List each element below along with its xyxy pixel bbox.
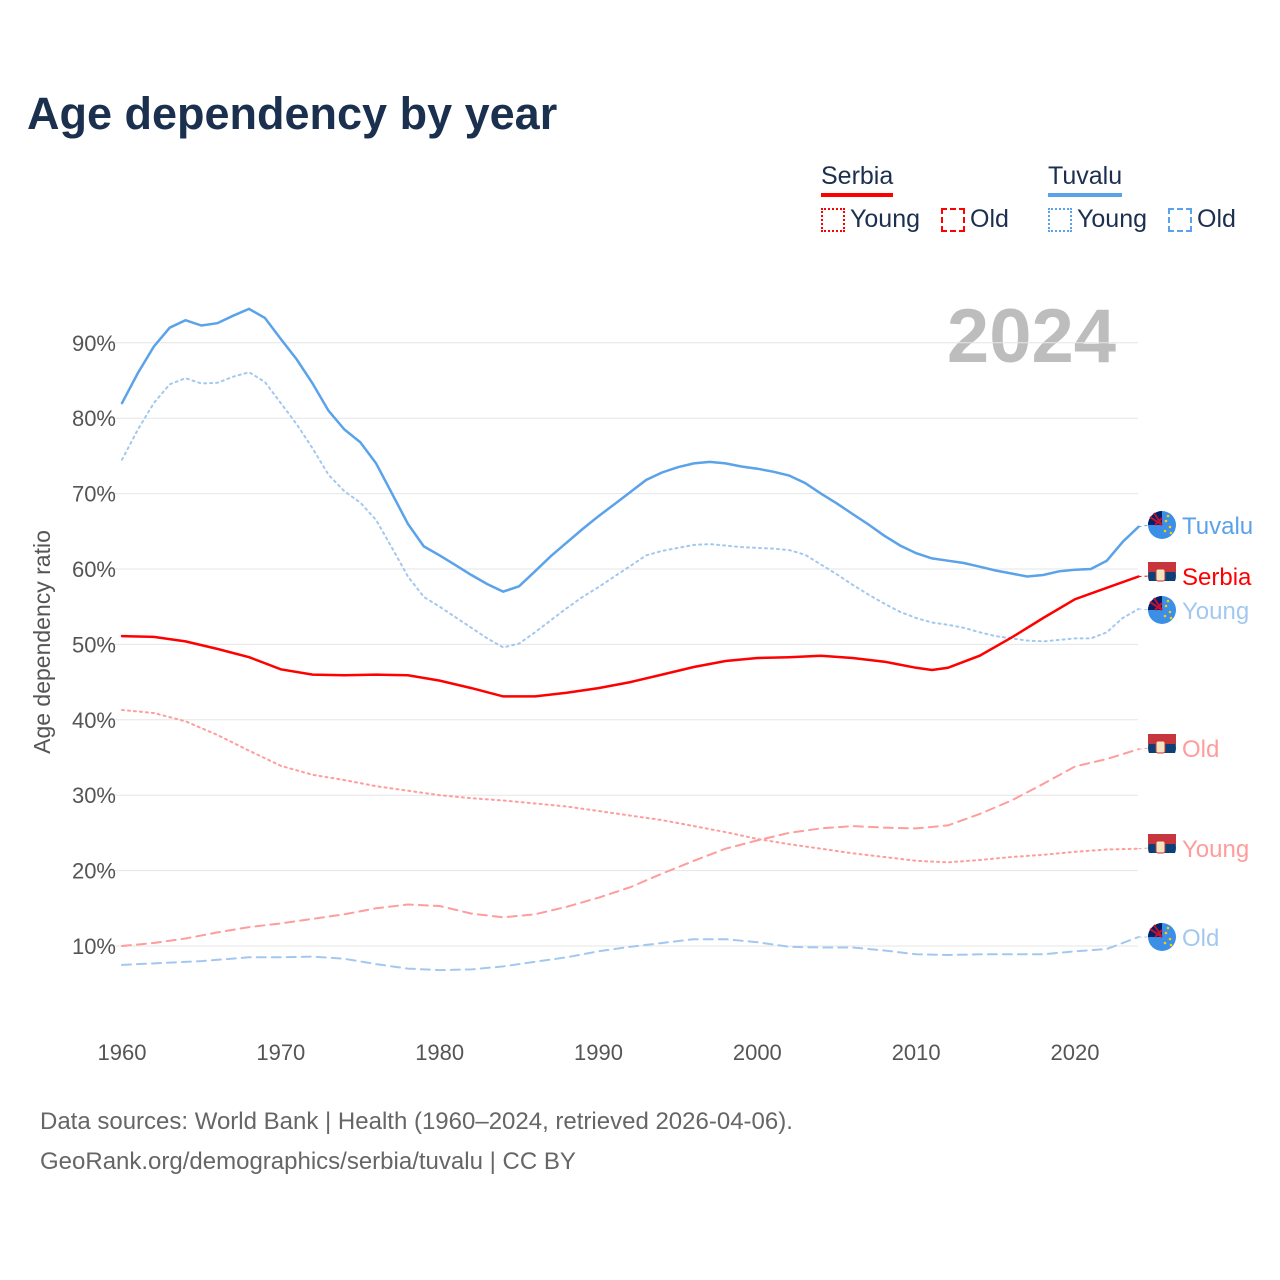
flag-star: [1166, 514, 1170, 518]
flag-star: [1166, 599, 1170, 603]
x-tick-label: 1970: [256, 1040, 305, 1065]
flag-star: [1164, 604, 1168, 608]
x-tick-label: 2020: [1051, 1040, 1100, 1065]
end-label: Tuvalu: [1182, 513, 1253, 540]
end-label: Old: [1182, 925, 1219, 952]
flag-star: [1163, 614, 1167, 618]
flag-red: [1148, 834, 1176, 844]
legend-serbia[interactable]: Serbia: [821, 162, 894, 197]
tuvalu-flag-icon: [1148, 923, 1176, 951]
y-tick-label: 30%: [72, 783, 116, 808]
flag-white: [1148, 581, 1176, 590]
y-tick-label: 10%: [72, 934, 116, 959]
flag-red: [1148, 562, 1176, 572]
legend-label: Young: [1077, 205, 1147, 233]
end-label: Young: [1182, 598, 1249, 625]
flag-star: [1168, 937, 1172, 941]
series-line-serbia-old: [121, 748, 1140, 947]
legend-serbia-old[interactable]: Old: [941, 205, 1009, 234]
series-line-serbia: [120, 575, 1140, 698]
label-leader: [1138, 608, 1151, 611]
serbia-flag-icon: [1148, 562, 1176, 590]
y-tick-label: 80%: [72, 406, 116, 431]
series-line-tuvalu-young: [121, 371, 1140, 649]
year-label: 2024: [947, 294, 1116, 379]
x-tick-label: 1980: [415, 1040, 464, 1065]
flag-star: [1166, 926, 1170, 930]
legend-serbia-young[interactable]: Young: [821, 205, 920, 234]
flag-white: [1148, 753, 1176, 762]
flag-white: [1148, 853, 1176, 862]
end-label: Serbia: [1182, 564, 1252, 591]
flag-star: [1163, 941, 1167, 945]
label-leader: [1138, 847, 1151, 850]
legend-tuvalu[interactable]: Tuvalu: [1048, 162, 1123, 197]
flag-star: [1169, 943, 1173, 947]
dotted-swatch-icon: [1048, 207, 1072, 232]
flag-cross: [1149, 924, 1163, 938]
label-leader: [1138, 524, 1151, 528]
x-tick-label: 1960: [98, 1040, 147, 1065]
footer-link[interactable]: GeoRank.org/demographics/serbia/tuvalu |…: [40, 1148, 576, 1175]
flag-cross: [1149, 512, 1163, 526]
flag-star: [1163, 529, 1167, 533]
series-line-tuvalu-old: [121, 936, 1140, 972]
y-tick-label: 50%: [72, 632, 116, 657]
y-tick-label: 70%: [72, 482, 116, 507]
legend-label: Young: [850, 205, 920, 233]
series-line-serbia-young: [121, 709, 1140, 864]
x-tick-label: 2000: [733, 1040, 782, 1065]
end-label: Old: [1182, 736, 1219, 763]
end-label: Young: [1182, 836, 1249, 863]
dashed-swatch-icon: [941, 207, 965, 232]
y-tick-label: 20%: [72, 859, 116, 884]
flag-star: [1164, 931, 1168, 935]
legend-tuvalu-young[interactable]: Young: [1048, 205, 1147, 234]
legend-label: Old: [970, 205, 1009, 233]
label-leader: [1138, 575, 1151, 578]
x-tick-label: 1990: [574, 1040, 623, 1065]
flag-star: [1169, 531, 1173, 535]
label-leader: [1138, 747, 1151, 750]
y-tick-label: 60%: [72, 557, 116, 582]
y-axis-label: Age dependency ratio: [29, 530, 55, 754]
tuvalu-flag-icon: [1148, 596, 1176, 624]
flag-star: [1164, 519, 1168, 523]
series-line-tuvalu: [120, 307, 1140, 593]
legend-tuvalu-old[interactable]: Old: [1168, 205, 1236, 234]
flag-star: [1168, 525, 1172, 529]
y-tick-label: 40%: [72, 708, 116, 733]
flag-emblem: [1155, 568, 1166, 582]
flag-emblem: [1155, 840, 1166, 854]
flag-star: [1169, 616, 1173, 620]
footer-sources: Data sources: World Bank | Health (1960–…: [40, 1108, 793, 1135]
serbia-flag-icon: [1148, 834, 1176, 862]
flag-emblem: [1155, 740, 1166, 754]
flag-red: [1148, 734, 1176, 744]
serbia-flag-icon: [1148, 734, 1176, 762]
tuvalu-flag-icon: [1148, 511, 1176, 539]
chart-title: Age dependency by year: [27, 88, 558, 139]
y-tick-label: 90%: [72, 331, 116, 356]
flag-cross: [1149, 597, 1163, 611]
flag-star: [1168, 610, 1172, 614]
x-tick-label: 2010: [892, 1040, 941, 1065]
dashed-swatch-icon: [1168, 207, 1192, 232]
legend-label: Old: [1197, 205, 1236, 233]
dotted-swatch-icon: [821, 207, 845, 232]
